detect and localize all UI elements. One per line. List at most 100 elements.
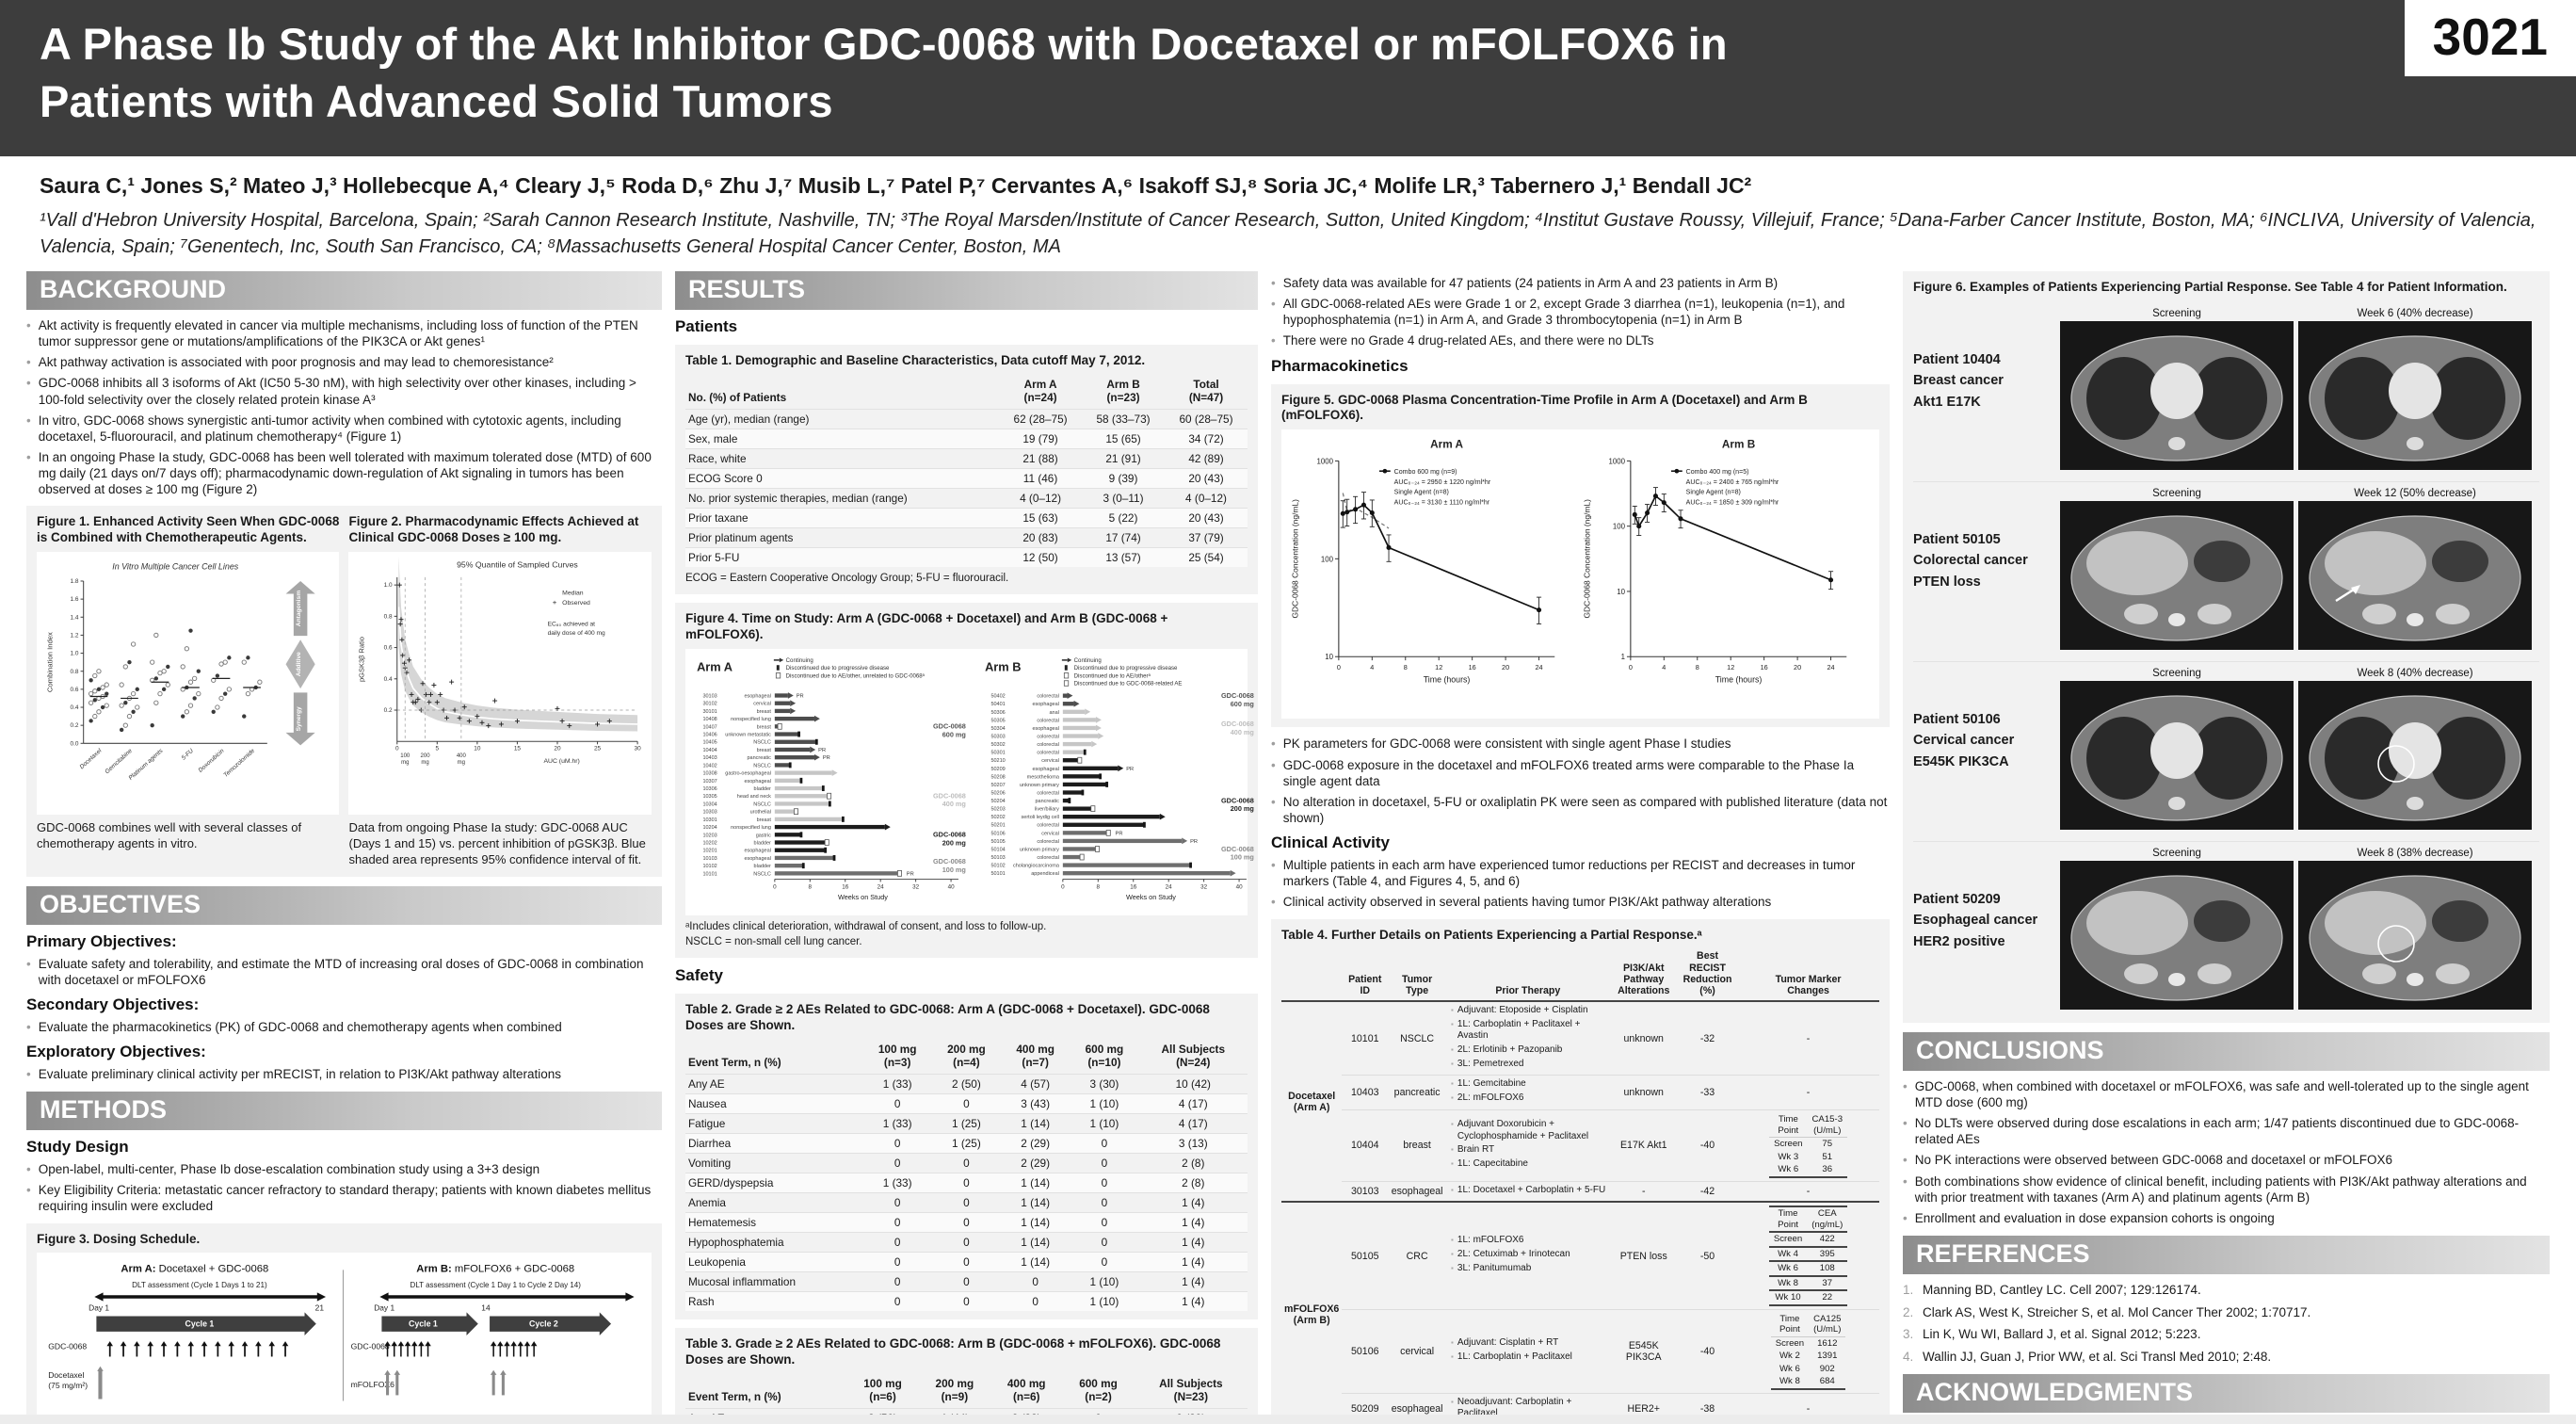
svg-text:sertoli leydig cell: sertoli leydig cell <box>1022 815 1059 820</box>
primary-objectives-bullets: • Evaluate safety and tolerability, and e… <box>26 956 662 988</box>
svg-text:50106: 50106 <box>990 831 1005 836</box>
svg-text:Temozolomide: Temozolomide <box>222 748 256 779</box>
svg-text:cervical: cervical <box>1041 831 1059 836</box>
svg-text:50105: 50105 <box>990 839 1005 845</box>
svg-text:NSCLC: NSCLC <box>753 740 771 746</box>
table-row: Hypophosphatemia 0 0 1 (14) 0 1 (4) <box>684 1231 1248 1253</box>
svg-text:100 mg: 100 mg <box>1231 853 1254 862</box>
svg-text:1.4: 1.4 <box>71 615 79 622</box>
svg-text:24: 24 <box>1536 663 1543 672</box>
ct-followup-column: Week 6 (40% decrease) <box>2298 308 2533 475</box>
table-row: Race, white 21 (88) 21 (91) 42 (89) <box>684 448 1248 469</box>
svg-text:8: 8 <box>1097 883 1101 890</box>
study-design-heading: Study Design <box>26 1138 129 1157</box>
poster-title-line1: A Phase Ib Study of the Akt Inhibitor GD… <box>40 19 1728 69</box>
svg-text:0: 0 <box>1629 663 1633 672</box>
table-row: Age (yr), median (range) 62 (28–75) 58 (33… <box>684 409 1248 429</box>
bullet-item: • Akt pathway activation is associated wi… <box>26 355 554 370</box>
table-row: 30103 esophageal ▪ 1L: Docetaxel + Carbopla… <box>1281 1180 1880 1203</box>
svg-text:cholangiocarcinoma: cholangiocarcinoma <box>1013 863 1060 868</box>
svg-text:25: 25 <box>594 746 602 752</box>
svg-text:0: 0 <box>773 883 777 890</box>
figure1-caption: GDC-0068 combines well with several clas… <box>37 819 302 850</box>
secondary-objectives-heading: Secondary Objectives: <box>26 995 200 1013</box>
figure1-2-panel: Figure 1. Enhanced Activity Seen When GD… <box>26 506 662 877</box>
svg-text:Time (hours): Time (hours) <box>1715 675 1763 685</box>
table-row: ECOG Score 0 11 (46) 9 (39) 20 (43) <box>684 468 1248 489</box>
data-table: No. (%) of Patients Arm A (n=24) Arm B (n=… <box>684 375 1248 568</box>
svg-text:200: 200 <box>421 753 431 759</box>
svg-text:1.0: 1.0 <box>384 582 393 589</box>
svg-text:GDC-0068: GDC-0068 <box>933 857 966 866</box>
svg-text:400: 400 <box>457 753 467 759</box>
svg-text:PR: PR <box>907 871 914 877</box>
svg-text:32: 32 <box>912 883 920 890</box>
data-table: Event Term, n (%) 100 mg (n=3) 200 mg (n=4… <box>684 1040 1248 1311</box>
svg-text:pancreatic: pancreatic <box>747 755 771 761</box>
svg-text:50303: 50303 <box>990 734 1005 739</box>
svg-text:liver/biliary: liver/biliary <box>1035 806 1059 812</box>
svg-text:1: 1 <box>1621 653 1625 661</box>
figure6-patient-row: Patient 50105 Colorectal cancer PTEN loss S… <box>1913 480 2539 655</box>
references-list: 1. Manning BD, Cantley LC. Cell 2007; 129… <box>1903 1282 2550 1365</box>
svg-text:breast: breast <box>757 724 772 730</box>
svg-text:colorectal: colorectal <box>1037 694 1059 700</box>
ct-scan-image <box>2298 680 2533 834</box>
column-header: 200 mg (n=4) <box>947 1042 986 1069</box>
bullet-item: • Evaluate preliminary clinical activity … <box>26 1066 561 1081</box>
svg-text:nonspecified lung: nonspecified lung <box>731 825 771 831</box>
section-header-conclusions: CONCLUSIONS <box>1903 1031 2550 1071</box>
ct-scan-image <box>2060 500 2294 655</box>
figure4-panel: Figure 4. Time on Study: Arm A (GDC-0068… <box>674 603 1259 958</box>
svg-text:AUC₀₋₂₄ = 3130 ± 1110 ng/ml*hr: AUC₀₋₂₄ = 3130 ± 1110 ng/ml*hr <box>1394 500 1490 507</box>
svg-text:NSCLC: NSCLC <box>753 763 771 769</box>
figure6-patient-label: Patient 10404 Breast cancer Akt1 E17K <box>1913 351 2004 410</box>
figure4-title: Figure 4. Time on Study: Arm A (GDC-0068… <box>684 611 1168 641</box>
safety-summary-bullets: • Safety data was available for 47 patien… <box>1271 275 1890 349</box>
svg-text:600 mg: 600 mg <box>942 730 966 738</box>
svg-text:50302: 50302 <box>990 742 1005 748</box>
poster-number-badge: 3021 <box>2404 0 2576 76</box>
clinical-activity-heading: Clinical Activity <box>1271 833 1390 852</box>
svg-text:16: 16 <box>1469 663 1476 672</box>
partial-response-table: Patient ID Tumor Type Prior Therapy PI3K/Ak… <box>1281 948 1880 1424</box>
svg-text:8: 8 <box>1404 663 1408 672</box>
svg-text:50210: 50210 <box>990 758 1005 764</box>
section-header-acknowledgments: ACKNOWLEDGMENTS <box>1903 1374 2550 1414</box>
svg-text:10: 10 <box>1325 653 1333 661</box>
svg-text:21: 21 <box>315 1303 325 1313</box>
section-header-methods: METHODS <box>26 1092 662 1131</box>
svg-text:10: 10 <box>1617 588 1625 596</box>
svg-text:Combo 600 mg (n=9): Combo 600 mg (n=9) <box>1394 469 1457 476</box>
svg-text:Combo 400 mg (n=5): Combo 400 mg (n=5) <box>1686 469 1749 476</box>
svg-text:30103: 30103 <box>702 693 716 699</box>
poster-title-line2: Patients with Advanced Solid Tumors <box>40 76 833 127</box>
svg-text:Discontinued due to progressiv: Discontinued due to progressive disease <box>1074 665 1178 672</box>
authors-block: Saura C,¹ Jones S,² Mateo J,³ Hollebecqu… <box>0 156 2576 266</box>
poster-header: A Phase Ib Study of the Akt Inhibitor GD… <box>0 0 2576 156</box>
svg-text:0.4: 0.4 <box>384 676 393 683</box>
table-row: Rash 0 0 0 1 (10) 1 (4) <box>684 1290 1248 1311</box>
svg-text:1000: 1000 <box>1609 458 1626 466</box>
svg-text:10402: 10402 <box>702 763 716 769</box>
svg-text:100: 100 <box>1321 556 1334 564</box>
svg-text:10405: 10405 <box>702 740 716 746</box>
svg-text:GDC-0068: GDC-0068 <box>48 1342 87 1351</box>
svg-text:10304: 10304 <box>702 801 716 807</box>
svg-text:Arm B: mFOLFOX6 + GDC-0068: Arm B: mFOLFOX6 + GDC-0068 <box>416 1264 574 1275</box>
svg-text:GDC-0068 Concentration (ng/mL): GDC-0068 Concentration (ng/mL) <box>1583 499 1592 619</box>
svg-text:10407: 10407 <box>702 724 716 730</box>
svg-text:50401: 50401 <box>990 702 1005 707</box>
svg-text:Doxorubicin: Doxorubicin <box>198 748 226 774</box>
figure3-panel: Figure 3. Dosing Schedule. Arm A: Doceta… <box>26 1222 662 1424</box>
svg-text:50101: 50101 <box>990 871 1005 877</box>
svg-text:40: 40 <box>948 883 956 890</box>
svg-text:GDC-0068: GDC-0068 <box>1221 720 1254 728</box>
bullet-item: • All GDC-0068-related AEs were Grade 1 o… <box>1271 297 1845 328</box>
svg-text:GDC-0068: GDC-0068 <box>1221 845 1254 853</box>
svg-text:10303: 10303 <box>702 810 716 816</box>
svg-text:Single Agent (n=8): Single Agent (n=8) <box>1686 490 1741 496</box>
figure1-plot: In Vitro Multiple Cancer Cell Lines 0.0 0.… <box>37 552 340 815</box>
ct-scan-image <box>2060 320 2294 475</box>
table4-title: Table 4. Further Details on Patients Exp… <box>1281 927 1702 942</box>
